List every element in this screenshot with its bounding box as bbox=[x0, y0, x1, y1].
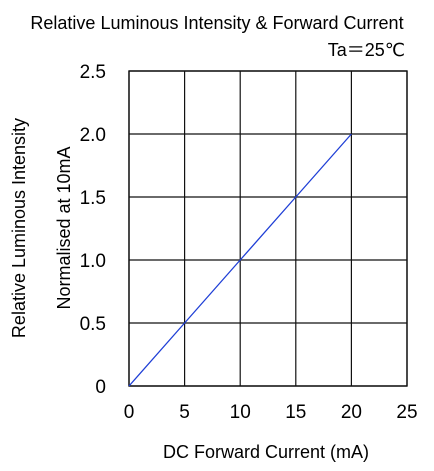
y-tick-label: 2.0 bbox=[80, 125, 106, 146]
temperature-annotation: Ta＝25℃ bbox=[328, 40, 405, 60]
x-tick-labels: 0 5 10 15 20 25 bbox=[124, 402, 418, 423]
x-tick-label: 20 bbox=[341, 402, 362, 423]
x-tick-label: 25 bbox=[396, 402, 417, 423]
y-tick-label: 0 bbox=[95, 377, 106, 398]
y-tick-label: 1.5 bbox=[80, 188, 106, 209]
series-layer bbox=[128, 133, 352, 387]
series-line bbox=[128, 133, 352, 387]
y-tick-label: 2.5 bbox=[80, 62, 106, 83]
x-tick-label: 0 bbox=[124, 402, 135, 423]
grid-lines bbox=[128, 70, 408, 387]
x-tick-label: 10 bbox=[230, 402, 251, 423]
y-tick-label: 0.5 bbox=[80, 314, 106, 335]
chart-title: Relative Luminous Intensity & Forward Cu… bbox=[30, 13, 403, 33]
y-tick-labels: 0 0.5 1.0 1.5 2.0 2.5 bbox=[80, 62, 106, 398]
x-tick-label: 15 bbox=[285, 402, 306, 423]
x-axis-label: DC Forward Current (mA) bbox=[163, 442, 369, 462]
y-tick-label: 1.0 bbox=[80, 251, 106, 272]
y-axis-label-line-2: Normalised at 10mA bbox=[54, 146, 74, 309]
x-tick-label: 5 bbox=[179, 402, 190, 423]
y-axis-label-line-1: Relative Luminous Intensity bbox=[9, 118, 29, 338]
